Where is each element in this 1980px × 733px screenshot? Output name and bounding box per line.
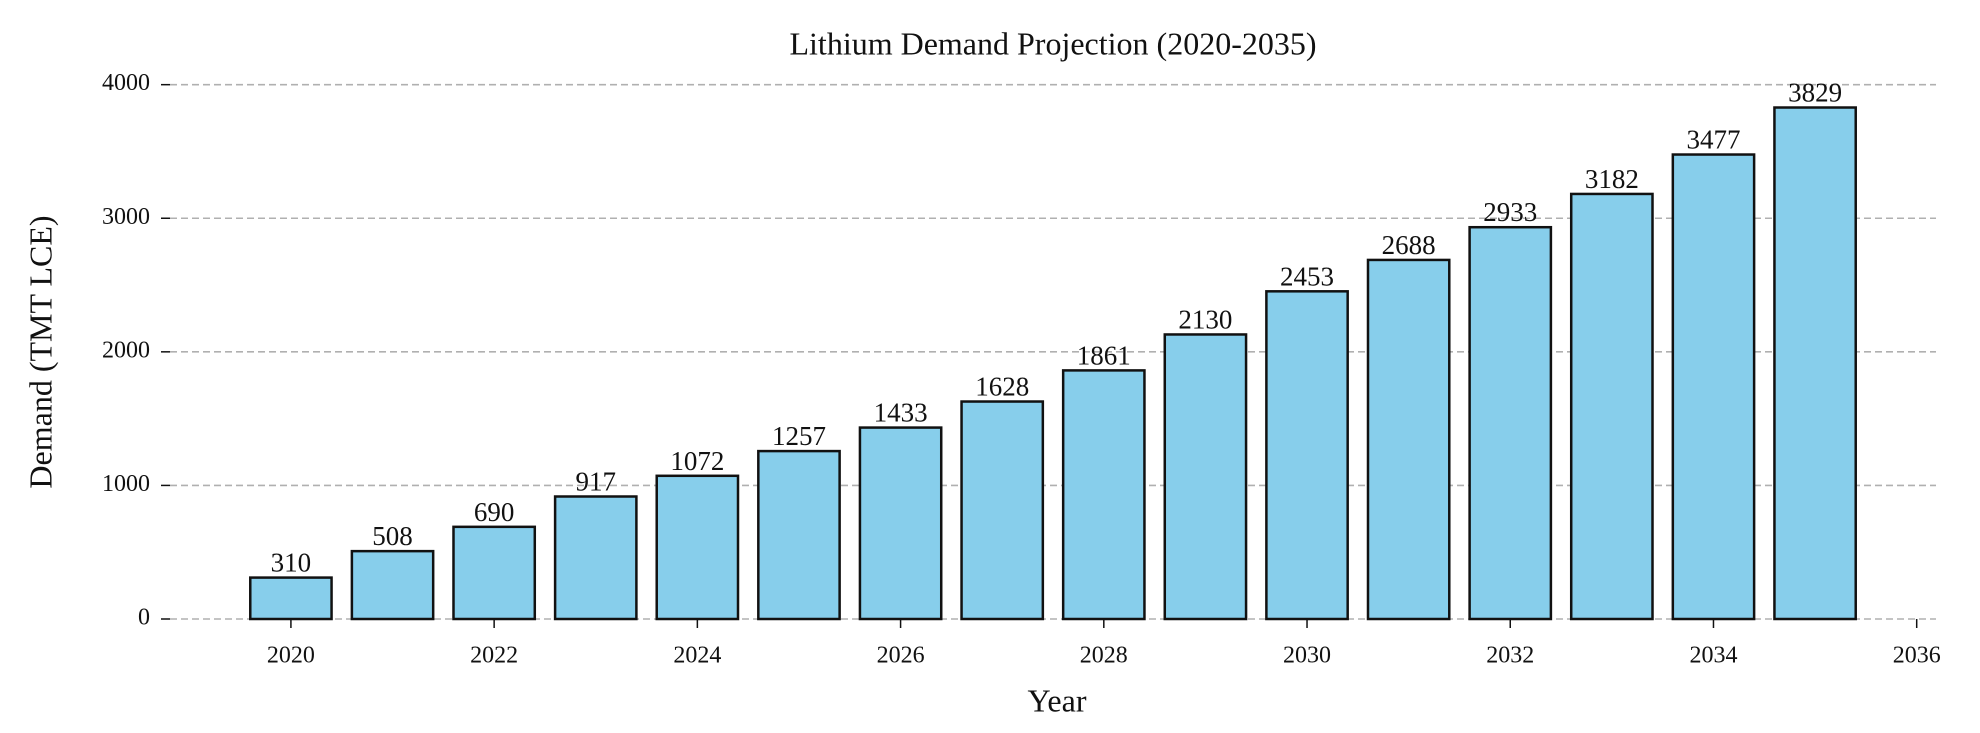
data-label: 1257	[772, 421, 826, 451]
x-tick-label: 2036	[1893, 643, 1941, 669]
bar	[1773, 106, 1857, 621]
data-label: 508	[372, 521, 413, 551]
x-tick-label: 2028	[1080, 643, 1128, 669]
y-tick-label: 4000	[102, 70, 150, 96]
x-tick-label: 2020	[267, 643, 315, 669]
data-label: 3477	[1686, 125, 1740, 155]
data-label: 310	[271, 548, 312, 578]
bar	[1366, 258, 1451, 621]
x-tick-label: 2032	[1486, 643, 1534, 669]
data-label: 3182	[1585, 164, 1639, 194]
bar	[1163, 333, 1248, 621]
bar	[553, 495, 638, 621]
data-label: 2453	[1280, 261, 1334, 291]
x-tick-label: 2034	[1689, 643, 1737, 669]
bar	[1061, 369, 1146, 621]
x-tick-label: 2030	[1283, 643, 1331, 669]
data-label: 1628	[975, 372, 1029, 402]
bar	[350, 549, 435, 621]
bar	[858, 426, 943, 621]
y-tick-label: 2000	[102, 337, 150, 363]
data-label: 1072	[670, 446, 724, 476]
y-axis-label: Demand (TMT LCE)	[22, 215, 58, 488]
bar	[1265, 290, 1349, 621]
y-tick-label: 1000	[102, 471, 150, 497]
data-label: 690	[474, 497, 515, 527]
bar	[655, 474, 740, 621]
data-label: 1433	[874, 398, 928, 428]
bar	[1468, 225, 1553, 621]
y-tick-label: 0	[138, 605, 150, 631]
bar	[1569, 192, 1654, 621]
x-tick-label: 2026	[877, 643, 925, 669]
data-label: 1861	[1077, 340, 1131, 370]
x-tick-label: 2022	[470, 643, 518, 669]
y-tick-label: 3000	[102, 204, 150, 230]
data-label: 917	[576, 467, 617, 497]
x-tick-label: 2024	[673, 643, 721, 669]
x-axis-label: Year	[1028, 682, 1087, 718]
bar	[452, 525, 537, 621]
bar	[1671, 153, 1756, 621]
bar	[249, 576, 333, 621]
bar	[960, 400, 1045, 621]
data-label: 2933	[1483, 197, 1537, 227]
data-label: 3829	[1788, 78, 1842, 108]
data-label: 2688	[1382, 230, 1436, 260]
chart-title: Lithium Demand Projection (2020-2035)	[789, 25, 1316, 61]
bar	[757, 449, 841, 621]
data-label: 2130	[1178, 304, 1232, 334]
